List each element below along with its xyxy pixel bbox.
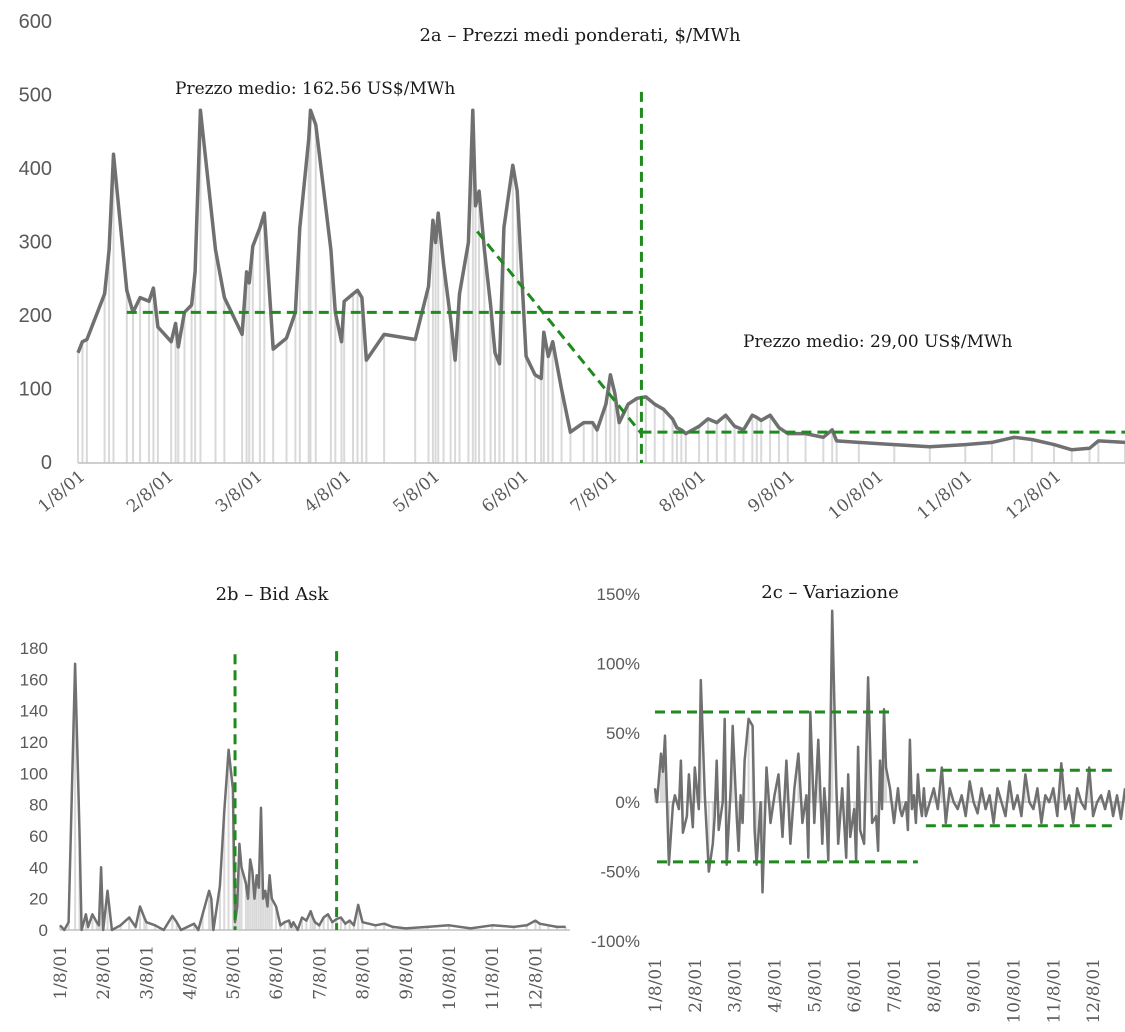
chart-2b-x-axis: 1/8/01 2/8/01 3/8/01 4/8/01 5/8/01 6/8/01 7/8/… [51, 945, 546, 1011]
chart-2b-y-tick-label: 140 [20, 702, 48, 721]
chart-2a-y-tick-label: 500 [19, 85, 52, 107]
chart-2a: 2a – Prezzi medi ponderati, $/MWh 0 100 20… [19, 11, 1125, 524]
chart-2c-x-tick-label: 8/8/01 [925, 958, 945, 1013]
chart-2b-y-tick-label: 100 [20, 764, 48, 783]
chart-2c: 2c – Variazione -100% -50% 0% 50% 100% 150% 1… [591, 582, 1125, 1024]
chart-2c-y-tick-label: -50% [600, 863, 640, 882]
chart-2a-x-tick-label: 1/8/01 [34, 467, 89, 517]
chart-2a-guides [126, 91, 1125, 463]
chart-2c-x-tick-label: 9/8/01 [965, 958, 985, 1013]
chart-2b-y-tick-label: 0 [39, 921, 48, 940]
chart-2c-x-tick-label: 1/8/01 [646, 958, 666, 1013]
chart-2c-x-tick-label: 2/8/01 [686, 958, 706, 1013]
chart-2c-y-tick-label: -100% [591, 932, 640, 951]
chart-2a-x-tick-label: 8/8/01 [656, 467, 711, 517]
chart-2b-series-line [59, 662, 566, 932]
chart-2b-x-tick-label: 11/8/01 [483, 945, 503, 1011]
chart-2b-x-tick-label: 3/8/01 [137, 945, 157, 1000]
chart-2b: 2b – Bid Ask 0 20 40 60 80 100 120 140 160 180 1/… [20, 584, 570, 1011]
chart-2a-x-tick-label: 5/8/01 [389, 467, 444, 517]
chart-2b-x-tick-label: 8/8/01 [354, 945, 374, 1000]
chart-2a-y-tick-label: 300 [19, 232, 52, 254]
chart-2b-y-tick-label: 80 [29, 796, 48, 815]
chart-2b-x-tick-label: 4/8/01 [181, 945, 201, 1000]
chart-2a-x-tick-label: 4/8/01 [301, 467, 356, 517]
chart-2a-x-tick-label: 11/8/01 [913, 467, 976, 524]
chart-2b-y-tick-label: 40 [29, 858, 48, 877]
chart-2c-y-tick-label: 150% [597, 585, 640, 604]
chart-2b-y-tick-label: 120 [20, 733, 48, 752]
chart-2b-y-tick-label: 180 [20, 639, 48, 658]
chart-2a-y-tick-label: 0 [41, 452, 52, 474]
chart-2b-x-tick-label: 6/8/01 [267, 945, 287, 1000]
annotation-prezzo-medio-2: Prezzo medio: 29,00 US$/MWh [743, 332, 1013, 352]
chart-2b-x-tick-label: 12/8/01 [526, 945, 546, 1011]
chart-2a-bars [77, 110, 1125, 463]
chart-2c-x-tick-label: 10/8/01 [1004, 958, 1024, 1024]
annotation-prezzo-medio-1: Prezzo medio: 162.56 US$/MWh [175, 79, 455, 99]
chart-2c-x-tick-label: 12/8/01 [1084, 958, 1104, 1024]
chart-2b-y-tick-label: 60 [29, 827, 48, 846]
chart-2c-guides [655, 710, 1114, 864]
chart-2b-guides [233, 651, 339, 930]
chart-2a-x-tick-label: 10/8/01 [825, 467, 888, 524]
chart-2b-bars [59, 663, 567, 930]
chart-2a-title: 2a – Prezzi medi ponderati, $/MWh [419, 25, 741, 46]
chart-2a-x-tick-label: 12/8/01 [1002, 467, 1065, 524]
chart-2c-title: 2c – Variazione [761, 582, 898, 603]
chart-2c-y-tick-label: 50% [606, 724, 640, 743]
chart-2c-y-tick-label: 0% [615, 793, 640, 812]
chart-2c-y-tick-label: 100% [597, 654, 640, 673]
chart-2a-y-tick-label: 100 [19, 379, 52, 401]
chart-2c-x-axis: 1/8/01 2/8/01 3/8/01 4/8/01 5/8/01 6/8/01 7/8/… [646, 958, 1104, 1024]
chart-2a-series-line [76, 108, 1125, 452]
chart-2b-x-tick-label: 7/8/01 [310, 945, 330, 1000]
chart-2a-x-tick-label: 2/8/01 [123, 467, 178, 517]
chart-2a-x-tick-label: 6/8/01 [478, 467, 533, 517]
chart-2b-title: 2b – Bid Ask [216, 584, 330, 605]
chart-2c-x-tick-label: 11/8/01 [1044, 958, 1064, 1024]
chart-2a-x-tick-label: 7/8/01 [567, 467, 622, 517]
chart-2c-x-tick-label: 7/8/01 [885, 958, 905, 1013]
chart-2b-x-tick-label: 2/8/01 [94, 945, 114, 1000]
chart-2c-series-line [653, 609, 1125, 894]
chart-2a-y-tick-label: 200 [19, 305, 52, 327]
chart-2a-y-axis: 0 100 200 300 400 500 600 [19, 11, 52, 474]
chart-2c-y-axis: -100% -50% 0% 50% 100% 150% [591, 585, 640, 951]
chart-2c-x-tick-label: 3/8/01 [726, 958, 746, 1013]
chart-2a-guide-line [476, 230, 643, 435]
chart-2b-x-tick-label: 1/8/01 [51, 945, 71, 1000]
chart-2c-x-tick-label: 6/8/01 [845, 958, 865, 1013]
chart-2b-x-tick-label: 9/8/01 [397, 945, 417, 1000]
chart-2b-y-tick-label: 160 [20, 670, 48, 689]
chart-2a-x-axis: 1/8/01 2/8/01 3/8/01 4/8/01 5/8/01 6/8/01 7/8/… [34, 467, 1065, 524]
chart-2b-y-tick-label: 20 [29, 890, 48, 909]
chart-2c-x-tick-label: 5/8/01 [805, 958, 825, 1013]
chart-2a-y-tick-label: 600 [19, 11, 52, 33]
chart-2b-x-tick-label: 10/8/01 [440, 945, 460, 1011]
chart-2a-x-tick-label: 9/8/01 [744, 467, 799, 517]
chart-2b-x-tick-label: 5/8/01 [224, 945, 244, 1000]
chart-2a-y-tick-label: 400 [19, 158, 52, 180]
chart-2a-x-tick-label: 3/8/01 [212, 467, 267, 517]
chart-2b-y-axis: 0 20 40 60 80 100 120 140 160 180 [20, 639, 48, 940]
chart-2c-x-tick-label: 4/8/01 [765, 958, 785, 1013]
